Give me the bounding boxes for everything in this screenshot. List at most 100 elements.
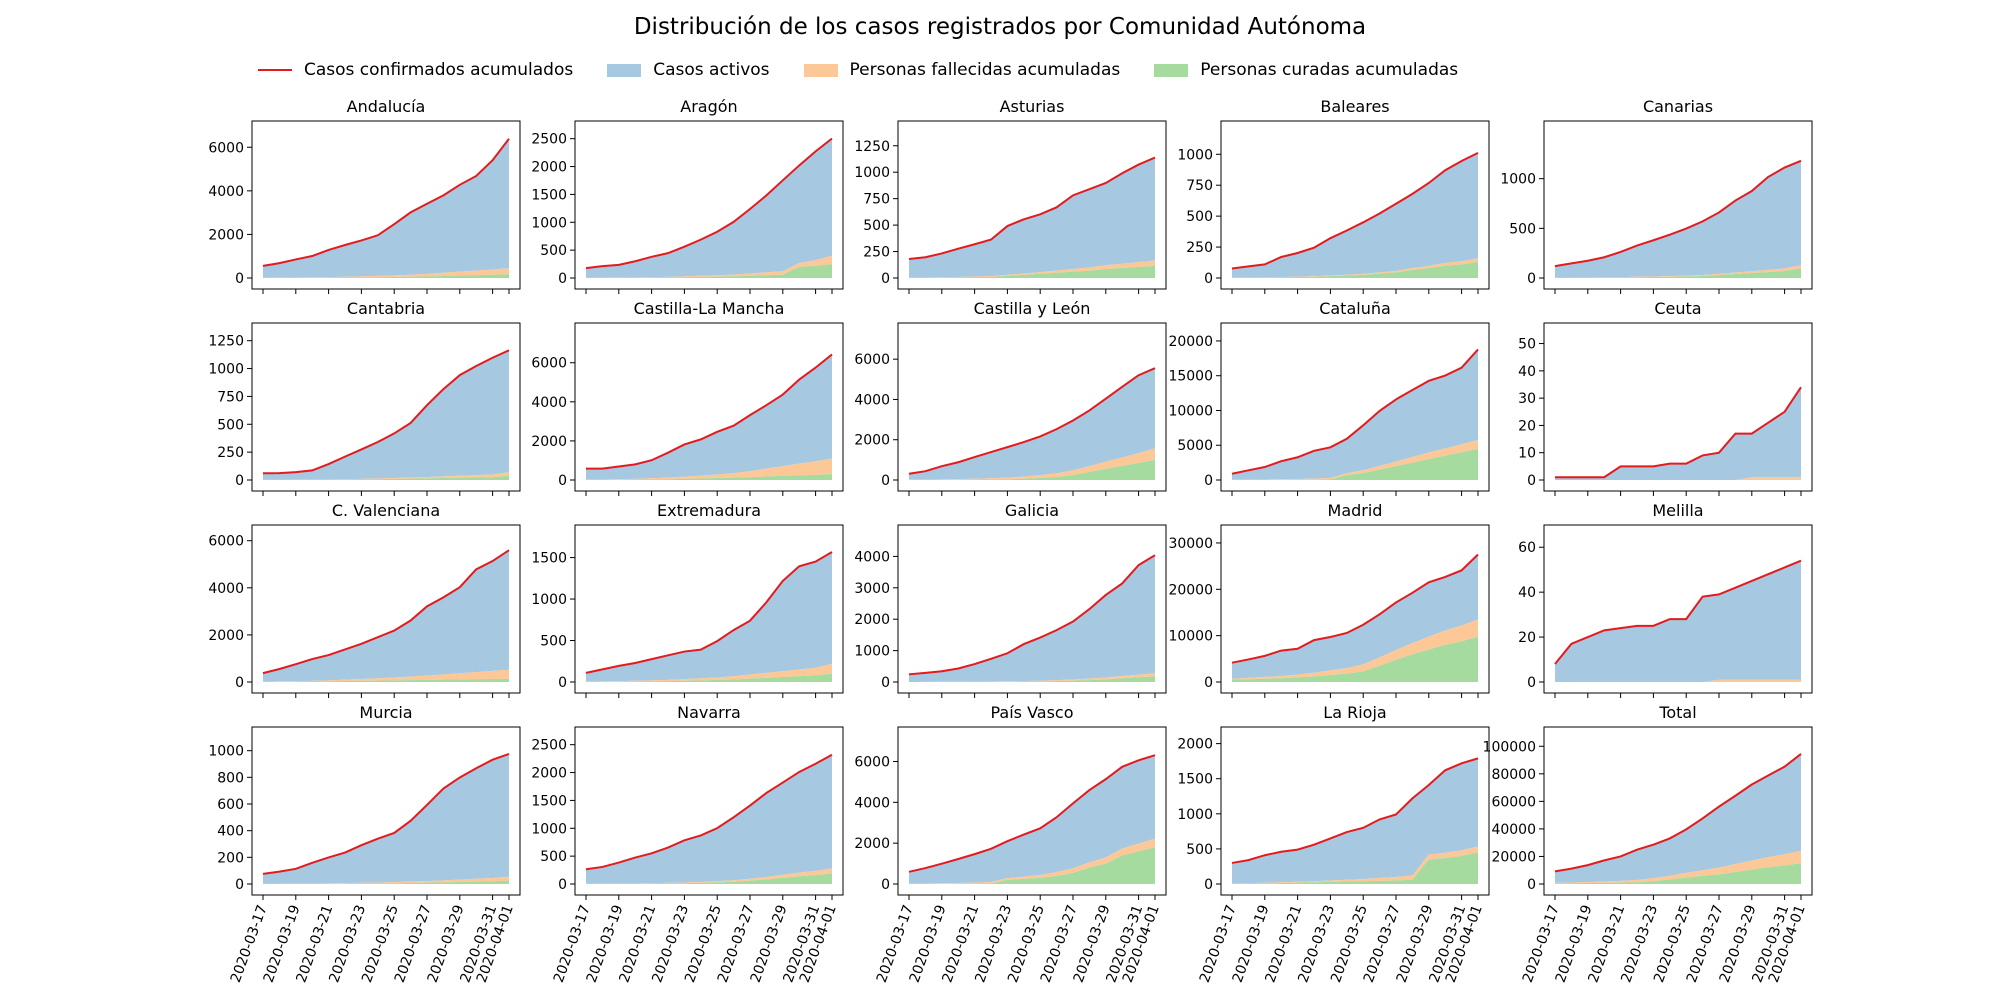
area-active [586,138,832,278]
y-tick-label: 0 [558,473,567,489]
y-tick-label: 4000 [854,795,890,811]
panel-title: Aragón [680,97,737,116]
area-deaths [263,472,509,480]
area-recovered [263,475,509,480]
line-confirmed [1554,753,1802,873]
y-tick-label: 2500 [531,132,567,148]
axes-frame [251,726,521,896]
axes-frame [1220,524,1490,694]
axes-frame [1543,726,1813,896]
panel-castilla-y-leon: 0 2000 4000 6000 Castilla y León [854,299,1167,496]
y-tick-label: 80000 [1491,767,1536,783]
y-tick-label: 40000 [1491,822,1536,838]
y-tick-label: 250 [863,245,890,261]
area-active [263,138,509,278]
line-confirmed [908,554,1156,676]
y-tick-label: 20000 [1168,582,1213,598]
y-tick-label: 500 [217,417,244,433]
axes-frame [1543,524,1813,694]
y-tick-label: 2000 [1177,737,1213,753]
y-tick-label: 500 [540,849,567,865]
axes-frame [574,120,844,290]
y-tick-label: 500 [863,218,890,234]
y-tick-label: 40 [1518,364,1536,380]
y-tick-label: 1000 [1177,807,1213,823]
y-tick-label: 500 [540,634,567,650]
y-tick-label: 40 [1518,585,1536,601]
area-active [1232,349,1478,480]
axes-frame [1220,120,1490,290]
panel-title: Castilla y León [974,299,1091,318]
panel-ceuta: 0 10 20 30 40 50 Ceuta [1518,299,1813,496]
panel-title: Cataluña [1319,299,1391,318]
axes-frame [897,322,1167,492]
y-tick-label: 20 [1518,418,1536,434]
panel-navarra: 050010001500200025002020-03-172020-03-19… [531,703,844,985]
y-tick-label: 4000 [208,184,244,200]
legend-swatch-active [607,63,642,77]
line-confirmed [1231,348,1479,475]
y-tick-label: 60000 [1491,794,1536,810]
y-tick-label: 6000 [208,140,244,156]
y-tick-label: 800 [217,770,244,786]
panel-murcia: 020040060080010002020-03-172020-03-19202… [208,703,521,985]
area-recovered [1232,852,1478,884]
area-active [263,350,509,480]
y-tick-label: 500 [1186,209,1213,225]
y-tick-label: 15000 [1168,369,1213,385]
y-tick-label: 10000 [1168,629,1213,645]
area-deaths [586,663,832,682]
y-tick-label: 10 [1518,446,1536,462]
line-confirmed [908,367,1156,475]
area-active [1232,758,1478,884]
y-tick-label: 2000 [531,160,567,176]
y-tick-label: 2000 [208,628,244,644]
area-active [263,550,509,682]
area-active [586,754,832,884]
panel-extremadura: 0 500 1000 1500 Extremadura [531,501,844,698]
panel-title: Galicia [1005,501,1059,520]
panel-aragon: 0 500 1000 1500 2000 2500 Aragón [531,97,844,294]
area-active [263,754,509,884]
y-tick-label: 750 [863,192,890,208]
area-recovered [586,873,832,884]
area-deaths [263,876,509,884]
line-confirmed [262,549,510,675]
area-deaths [1555,477,1801,480]
axes-frame [574,322,844,492]
legend-label-deaths: Personas fallecidas acumuladas [849,60,1121,80]
panel-cataluna: 0 5000 10000 15000 20000 Cataluña [1168,299,1490,496]
y-tick-label: 0 [881,271,890,287]
line-confirmed [1554,559,1802,665]
panel-galicia: 0 1000 2000 3000 4000 Galicia [854,501,1167,698]
y-tick-label: 1000 [854,165,890,181]
legend-item-deaths: Personas fallecidas acumuladas [803,60,1121,80]
y-tick-label: 1000 [854,644,890,660]
area-deaths [1232,258,1478,278]
line-confirmed [1231,152,1479,270]
y-tick-label: 2000 [854,612,890,628]
area-active [1232,152,1478,278]
y-tick-label: 500 [540,243,567,259]
line-confirmed [585,353,833,470]
area-recovered [263,274,509,278]
area-recovered [586,474,832,480]
y-tick-label: 2000 [208,227,244,243]
figure-title: Distribución de los casos registrados po… [633,14,1367,40]
panel-title: Castilla-La Mancha [634,299,785,318]
y-tick-label: 0 [235,271,244,287]
y-tick-label: 20000 [1168,334,1213,350]
area-deaths [1232,619,1478,680]
panel-c-valenciana: 0 2000 4000 6000 C. Valenciana [208,501,521,698]
legend-swatch-deaths [803,63,838,77]
axes-frame [251,120,521,290]
axes-frame [574,524,844,694]
y-tick-label: 1000 [208,362,244,378]
y-tick-label: 0 [1527,675,1536,691]
axes-frame [1543,322,1813,492]
area-active [586,552,832,682]
legend-label-recovered: Personas curadas acumuladas [1200,60,1459,80]
y-tick-label: 4000 [854,549,890,565]
axes-frame [1220,322,1490,492]
area-active [1555,387,1801,480]
